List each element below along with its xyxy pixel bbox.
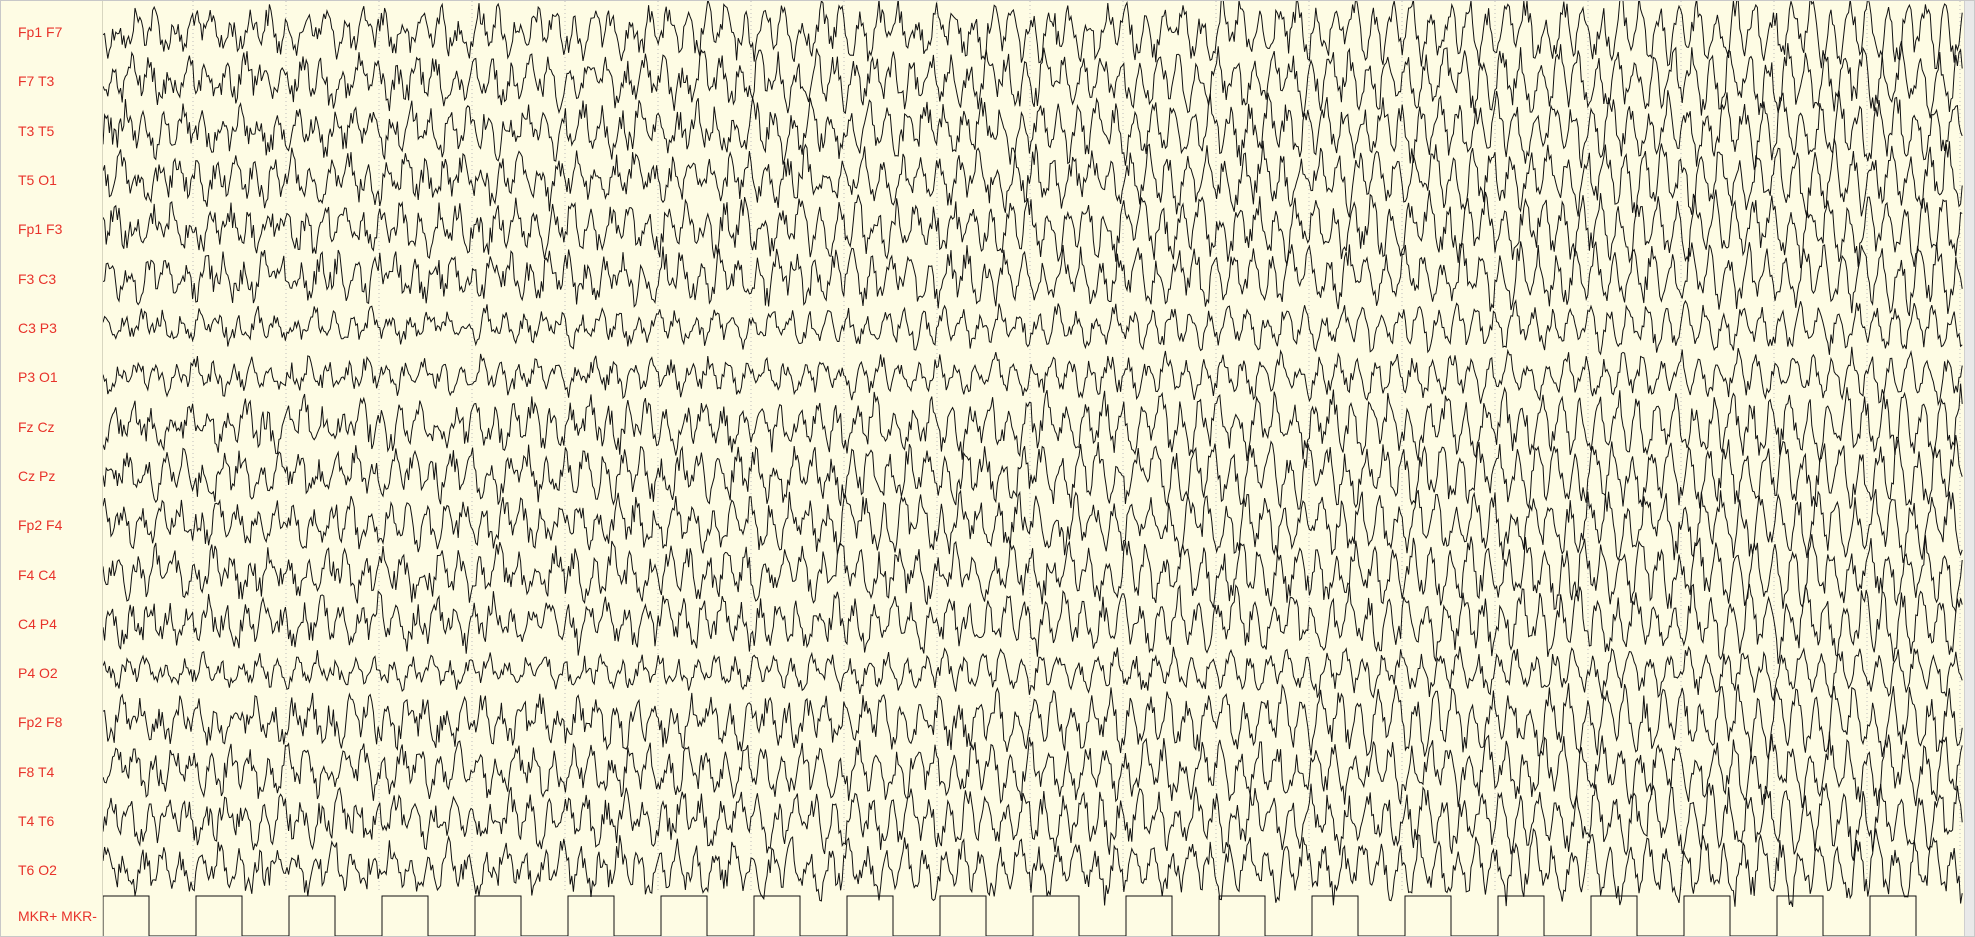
eeg-trace-line bbox=[103, 90, 1963, 171]
eeg-trace-line bbox=[103, 731, 1963, 810]
eeg-trace-line bbox=[103, 241, 1963, 317]
eeg-trace-line bbox=[103, 828, 1963, 908]
channel-label-t3-t5[interactable]: T3 T5 bbox=[18, 123, 55, 139]
vertical-scrollbar[interactable] bbox=[1964, 1, 1974, 936]
eeg-trace-line bbox=[103, 583, 1963, 664]
eeg-trace-line bbox=[103, 40, 1963, 119]
eeg-waveform-canvas[interactable] bbox=[103, 1, 1975, 937]
channel-label-c3-p3[interactable]: C3 P3 bbox=[18, 320, 57, 336]
channel-label-f8-t4[interactable]: F8 T4 bbox=[18, 764, 55, 780]
channel-label-t5-o1[interactable]: T5 O1 bbox=[18, 172, 57, 188]
channel-label-cz-pz[interactable]: Cz Pz bbox=[18, 468, 56, 484]
eeg-trace-line bbox=[103, 783, 1963, 861]
channel-label-t4-t6[interactable]: T4 T6 bbox=[18, 813, 55, 829]
eeg-trace-line bbox=[103, 383, 1963, 463]
marker-trace-line bbox=[103, 895, 1917, 936]
channel-label-f4-c4[interactable]: F4 C4 bbox=[18, 567, 57, 583]
eeg-trace-line bbox=[103, 645, 1963, 701]
channel-label-fz-cz[interactable]: Fz Cz bbox=[18, 419, 55, 435]
channel-label-fp2-f4[interactable]: Fp2 F4 bbox=[18, 517, 63, 533]
eeg-trace-line bbox=[103, 346, 1963, 407]
channel-label-f3-c3[interactable]: F3 C3 bbox=[18, 271, 57, 287]
eeg-trace-line bbox=[103, 683, 1963, 760]
eeg-trace-line bbox=[103, 435, 1963, 510]
eeg-trace-line bbox=[103, 189, 1963, 269]
channel-label-panel: Fp1 F7 F7 T3 T3 T5 T5 O1 Fp1 F3 F3 C3 C3… bbox=[1, 1, 103, 936]
eeg-trace-line bbox=[103, 138, 1963, 218]
channel-label-fp1-f3[interactable]: Fp1 F3 bbox=[18, 221, 63, 237]
channel-label-t6-o2[interactable]: T6 O2 bbox=[18, 862, 57, 878]
eeg-trace-area[interactable] bbox=[103, 1, 1975, 937]
channel-label-p3-o1[interactable]: P3 O1 bbox=[18, 369, 58, 385]
channel-label-c4-p4[interactable]: C4 P4 bbox=[18, 616, 57, 632]
eeg-trace-line bbox=[103, 534, 1963, 614]
channel-label-fp2-f8[interactable]: Fp2 F8 bbox=[18, 714, 63, 730]
channel-label-fp1-f7[interactable]: Fp1 F7 bbox=[18, 24, 63, 40]
eeg-trace-line bbox=[103, 298, 1963, 356]
eeg-trace-line bbox=[103, 1, 1963, 69]
eeg-trace-line bbox=[103, 488, 1963, 563]
channel-label-f7-t3[interactable]: F7 T3 bbox=[18, 73, 55, 89]
channel-label-p4-o2[interactable]: P4 O2 bbox=[18, 665, 58, 681]
channel-label-mkr[interactable]: MKR+ MKR- bbox=[18, 908, 97, 924]
